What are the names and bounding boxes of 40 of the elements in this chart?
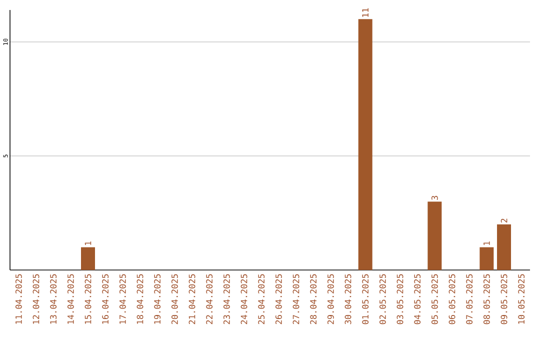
x-tick-label: 23.04.2025 [223, 274, 230, 324]
x-tick-label: 02.05.2025 [379, 274, 386, 324]
x-tick-label: 07.05.2025 [466, 274, 473, 324]
x-tick-label: 10.05.2025 [518, 274, 525, 324]
x-tick-label: 24.04.2025 [240, 274, 248, 324]
x-tick-label: 03.05.2025 [396, 274, 404, 324]
x-tick-label: 12.04.2025 [32, 274, 40, 324]
x-tick-label: 06.05.2025 [448, 274, 456, 324]
data-label: 2 [500, 218, 508, 223]
x-tick-label: 22.04.2025 [206, 274, 213, 324]
x-tick-label: 08.05.2025 [483, 274, 490, 324]
x-tick-label: 17.04.2025 [119, 274, 126, 324]
x-tick-label: 28.04.2025 [310, 274, 317, 324]
x-tick-label: 14.04.2025 [67, 274, 74, 324]
x-tick-label: 16.04.2025 [102, 274, 109, 324]
data-label: 1 [84, 241, 92, 245]
data-label: 1 [484, 241, 490, 245]
x-tick-label: 13.04.2025 [50, 274, 57, 324]
x-tick-label: 04.05.2025 [414, 274, 421, 324]
bar [81, 247, 95, 270]
data-label: 11 [362, 8, 368, 17]
bar [497, 224, 512, 270]
bar [428, 202, 442, 270]
bar [358, 19, 372, 270]
data-label: 3 [431, 196, 438, 200]
x-tick-label: 05.05.2025 [431, 274, 438, 324]
x-tick-label: 09.05.2025 [500, 274, 508, 324]
x-tick-label: 01.05.2025 [362, 274, 369, 324]
x-tick-label: 20.04.2025 [171, 274, 178, 324]
x-tick-label: 29.04.2025 [327, 274, 334, 324]
x-tick-label: 15.04.2025 [84, 274, 92, 324]
x-tick-label: 21.04.2025 [188, 274, 196, 324]
bar [480, 247, 494, 270]
x-tick-label: 11.04.2025 [15, 274, 22, 324]
x-tick-label: 30.04.2025 [344, 274, 352, 324]
x-tick-label: 25.04.2025 [258, 274, 265, 324]
x-tick-label: 19.04.2025 [154, 274, 161, 324]
x-tick-label: 27.04.2025 [292, 274, 300, 324]
x-tick-label: 26.04.2025 [275, 274, 282, 324]
x-tick-label: 18.04.2025 [136, 274, 144, 324]
